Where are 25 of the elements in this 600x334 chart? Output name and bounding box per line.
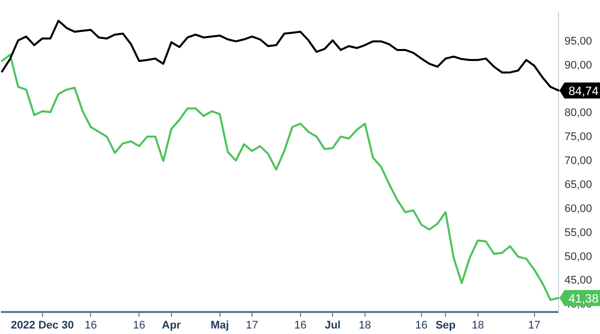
x-tick-label: 16 [415,319,428,332]
x-tick-label: 17 [528,319,540,332]
y-tick-label: 80,00 [564,107,592,120]
x-tick-label: 16 [84,319,97,332]
x-tick-label: 16 [294,319,307,332]
y-tick-label: 65,00 [564,178,592,191]
x-tick-label: 17 [246,319,258,332]
x-tick-label: Sep [435,319,456,332]
x-tick-label: 16 [132,319,146,332]
x-tick-label: 18 [472,319,484,332]
y-tick-label: 45,00 [564,274,592,287]
x-tick-label: 18 [358,319,372,332]
y-tick-label: 50,00 [564,250,592,263]
x-tick-label: Apr [162,319,182,332]
x-tick-label: Jul [324,319,341,332]
x-tick-label: Maj [210,319,229,332]
data-label: 41,38 [568,291,599,306]
y-tick-label: 70,00 [564,155,592,168]
x-tick-label: 2022 Dec 30 [10,319,74,332]
data-label: 84,74 [568,84,599,98]
y-tick-label: 60,00 [564,202,592,215]
y-tick-label: 75,00 [564,131,592,144]
y-tick-label: 90,00 [564,59,592,72]
y-tick-label: 55,00 [564,226,592,239]
y-tick-label: 95,00 [564,35,592,48]
